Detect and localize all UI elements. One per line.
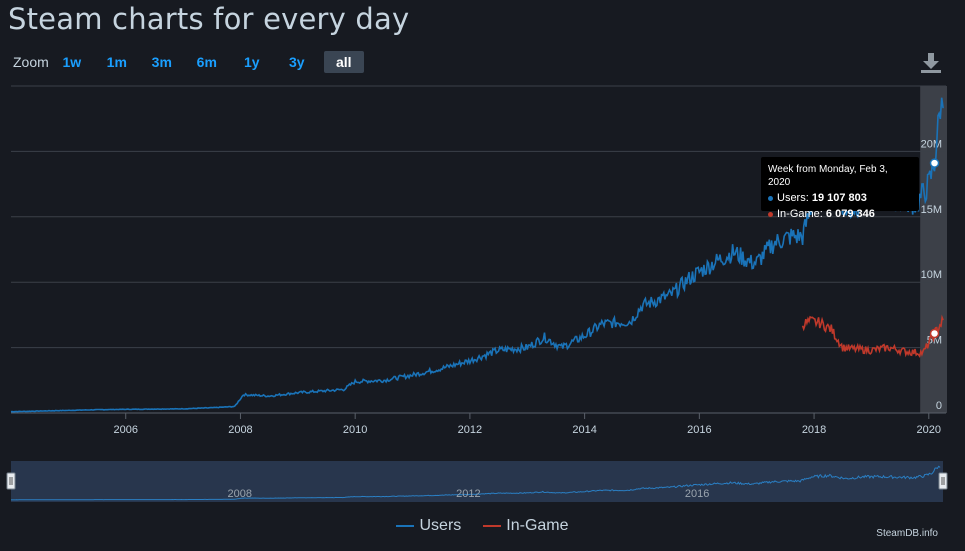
navigator-left-handle[interactable] [6, 472, 16, 490]
users-dot-icon [768, 195, 773, 201]
tooltip: Week from Monday, Feb 3, 2020 Users: 19 … [761, 157, 919, 220]
x-tick-label: 2012 [458, 424, 482, 436]
highlight-band [920, 86, 947, 413]
tooltip-ingame-value: 6 079 346 [825, 208, 875, 220]
users-line-icon [396, 525, 415, 527]
x-tick-label: 2008 [228, 424, 252, 436]
ingame-dot-icon [768, 211, 773, 217]
navigator-tick-label: 2008 [227, 488, 251, 500]
ingame-hover-marker [929, 328, 940, 339]
navigator-tick-label: 2016 [685, 488, 709, 500]
zoom-6m-button[interactable]: 6m [196, 51, 218, 73]
tooltip-header: Week from Monday, Feb 3, 2020 [768, 164, 888, 188]
legend-item-users[interactable]: Users [396, 517, 461, 535]
page-title: Steam charts for every day [8, 2, 410, 36]
y-tick-label: 20M [921, 138, 942, 150]
zoom-1y-button[interactable]: 1y [241, 51, 263, 73]
x-tick-label: 2010 [343, 424, 367, 436]
x-tick-label: 2006 [113, 424, 137, 436]
x-tick-label: 2014 [572, 424, 596, 436]
navigator-tick-label: 2012 [456, 488, 480, 500]
users-hover-marker [929, 158, 940, 168]
zoom-1m-button[interactable]: 1m [106, 51, 128, 73]
tooltip-users-value: 19 107 803 [811, 192, 867, 204]
zoom-label: Zoom [13, 54, 49, 70]
series-line-ingame [801, 314, 944, 358]
tooltip-ingame-row: In-Game: 6 079 346 [768, 206, 912, 222]
navigator-right-handle[interactable] [938, 472, 948, 490]
y-tick-label: 15M [921, 204, 942, 216]
zoom-1w-button[interactable]: 1w [61, 51, 83, 73]
x-tick-label: 2018 [802, 424, 826, 436]
x-tick-label: 2016 [687, 424, 711, 436]
tooltip-users-label: Users: [777, 192, 812, 204]
y-tick-label: 10M [921, 269, 942, 281]
legend: Users In-Game [0, 517, 965, 535]
zoom-all-button[interactable]: all [323, 51, 364, 73]
legend-item-ingame[interactable]: In-Game [483, 517, 569, 535]
navigator-series [11, 465, 941, 501]
legend-ingame-label: In-Game [506, 517, 569, 534]
y-tick-label: 0 [936, 400, 942, 412]
credit: SteamDB.info [876, 528, 938, 539]
download-icon[interactable] [918, 52, 944, 74]
legend-users-label: Users [419, 517, 462, 534]
ingame-line-icon [483, 525, 502, 527]
zoom-3y-button[interactable]: 3y [286, 51, 308, 73]
series-line-users [10, 97, 944, 413]
tooltip-users-row: Users: 19 107 803 [768, 190, 912, 206]
zoom-bar: Zoom 1w 1m 3m 6m 1y 3y all [13, 51, 364, 73]
x-tick-label: 2020 [917, 424, 941, 436]
tooltip-ingame-label: In-Game: [777, 208, 826, 220]
zoom-3m-button[interactable]: 3m [151, 51, 173, 73]
